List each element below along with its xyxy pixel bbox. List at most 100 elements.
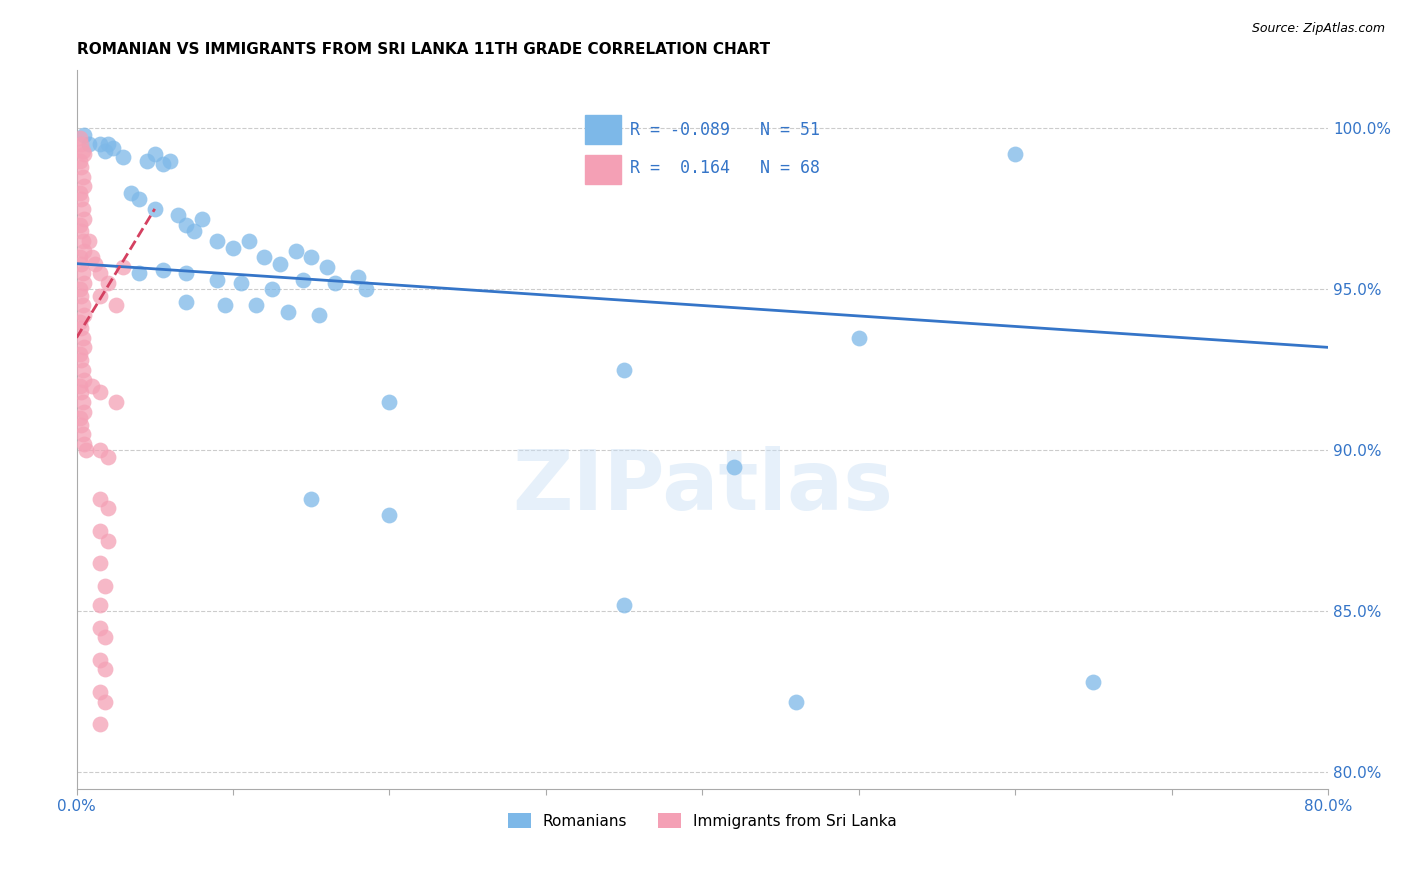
- Point: [785, 695, 807, 709]
- Point: [73, 340, 96, 354]
- Point: [277, 305, 299, 319]
- Point: [308, 308, 330, 322]
- Point: [73, 244, 96, 258]
- Point: [89, 524, 111, 538]
- Point: [69, 315, 91, 329]
- Point: [72, 169, 94, 184]
- Point: [222, 241, 245, 255]
- Point: [89, 385, 111, 400]
- Point: [73, 276, 96, 290]
- Point: [143, 202, 166, 216]
- Point: [72, 363, 94, 377]
- Point: [613, 363, 636, 377]
- Point: [262, 282, 284, 296]
- Point: [174, 266, 197, 280]
- Point: [112, 260, 135, 274]
- Point: [93, 630, 115, 644]
- Point: [72, 427, 94, 442]
- Point: [70, 160, 93, 174]
- Point: [97, 450, 120, 464]
- Point: [143, 147, 166, 161]
- Point: [97, 533, 120, 548]
- Point: [69, 411, 91, 425]
- Point: [73, 147, 96, 161]
- Point: [89, 556, 111, 570]
- Point: [174, 295, 197, 310]
- Point: [93, 662, 115, 676]
- Point: [183, 224, 205, 238]
- Point: [323, 276, 346, 290]
- Point: [723, 459, 745, 474]
- Point: [214, 298, 236, 312]
- Point: [77, 137, 100, 152]
- Point: [229, 276, 252, 290]
- Point: [152, 263, 174, 277]
- Point: [72, 144, 94, 158]
- Text: ZIPatlas: ZIPatlas: [512, 446, 893, 527]
- Point: [89, 598, 111, 612]
- Point: [152, 157, 174, 171]
- Point: [69, 282, 91, 296]
- Point: [70, 353, 93, 368]
- Point: [613, 598, 636, 612]
- Point: [104, 395, 127, 409]
- Point: [73, 373, 96, 387]
- Point: [89, 137, 111, 152]
- Point: [299, 250, 322, 264]
- Point: [89, 491, 111, 506]
- Point: [174, 218, 197, 232]
- Point: [70, 137, 93, 152]
- Point: [159, 153, 181, 168]
- Point: [69, 186, 91, 200]
- Text: ROMANIAN VS IMMIGRANTS FROM SRI LANKA 11TH GRADE CORRELATION CHART: ROMANIAN VS IMMIGRANTS FROM SRI LANKA 11…: [76, 42, 769, 57]
- Point: [848, 331, 870, 345]
- Point: [70, 289, 93, 303]
- Point: [82, 379, 104, 393]
- Point: [207, 273, 229, 287]
- Point: [89, 717, 111, 731]
- Point: [70, 192, 93, 206]
- Point: [82, 250, 104, 264]
- Point: [89, 443, 111, 458]
- Point: [72, 331, 94, 345]
- Point: [269, 257, 291, 271]
- Point: [70, 385, 93, 400]
- Point: [72, 266, 94, 280]
- Point: [75, 443, 97, 458]
- Legend: Romanians, Immigrants from Sri Lanka: Romanians, Immigrants from Sri Lanka: [502, 806, 903, 835]
- Point: [128, 192, 150, 206]
- Point: [120, 186, 142, 200]
- Point: [89, 289, 111, 303]
- Point: [378, 395, 401, 409]
- Point: [315, 260, 337, 274]
- Point: [73, 437, 96, 451]
- Point: [69, 250, 91, 264]
- Point: [89, 685, 111, 699]
- Point: [89, 653, 111, 667]
- Point: [207, 234, 229, 248]
- Point: [101, 141, 124, 155]
- Point: [93, 695, 115, 709]
- Point: [93, 144, 115, 158]
- Point: [292, 273, 315, 287]
- Point: [112, 150, 135, 164]
- Point: [89, 620, 111, 634]
- Point: [70, 417, 93, 432]
- Text: Source: ZipAtlas.com: Source: ZipAtlas.com: [1251, 22, 1385, 36]
- Point: [347, 269, 370, 284]
- Point: [378, 508, 401, 522]
- Point: [72, 298, 94, 312]
- Point: [84, 257, 107, 271]
- Point: [136, 153, 159, 168]
- Point: [167, 208, 190, 222]
- Point: [190, 211, 212, 226]
- Point: [238, 234, 260, 248]
- Point: [89, 266, 111, 280]
- Point: [70, 321, 93, 335]
- Point: [97, 137, 120, 152]
- Point: [245, 298, 267, 312]
- Point: [1004, 147, 1026, 161]
- Point: [1083, 675, 1105, 690]
- Point: [69, 347, 91, 361]
- Point: [70, 224, 93, 238]
